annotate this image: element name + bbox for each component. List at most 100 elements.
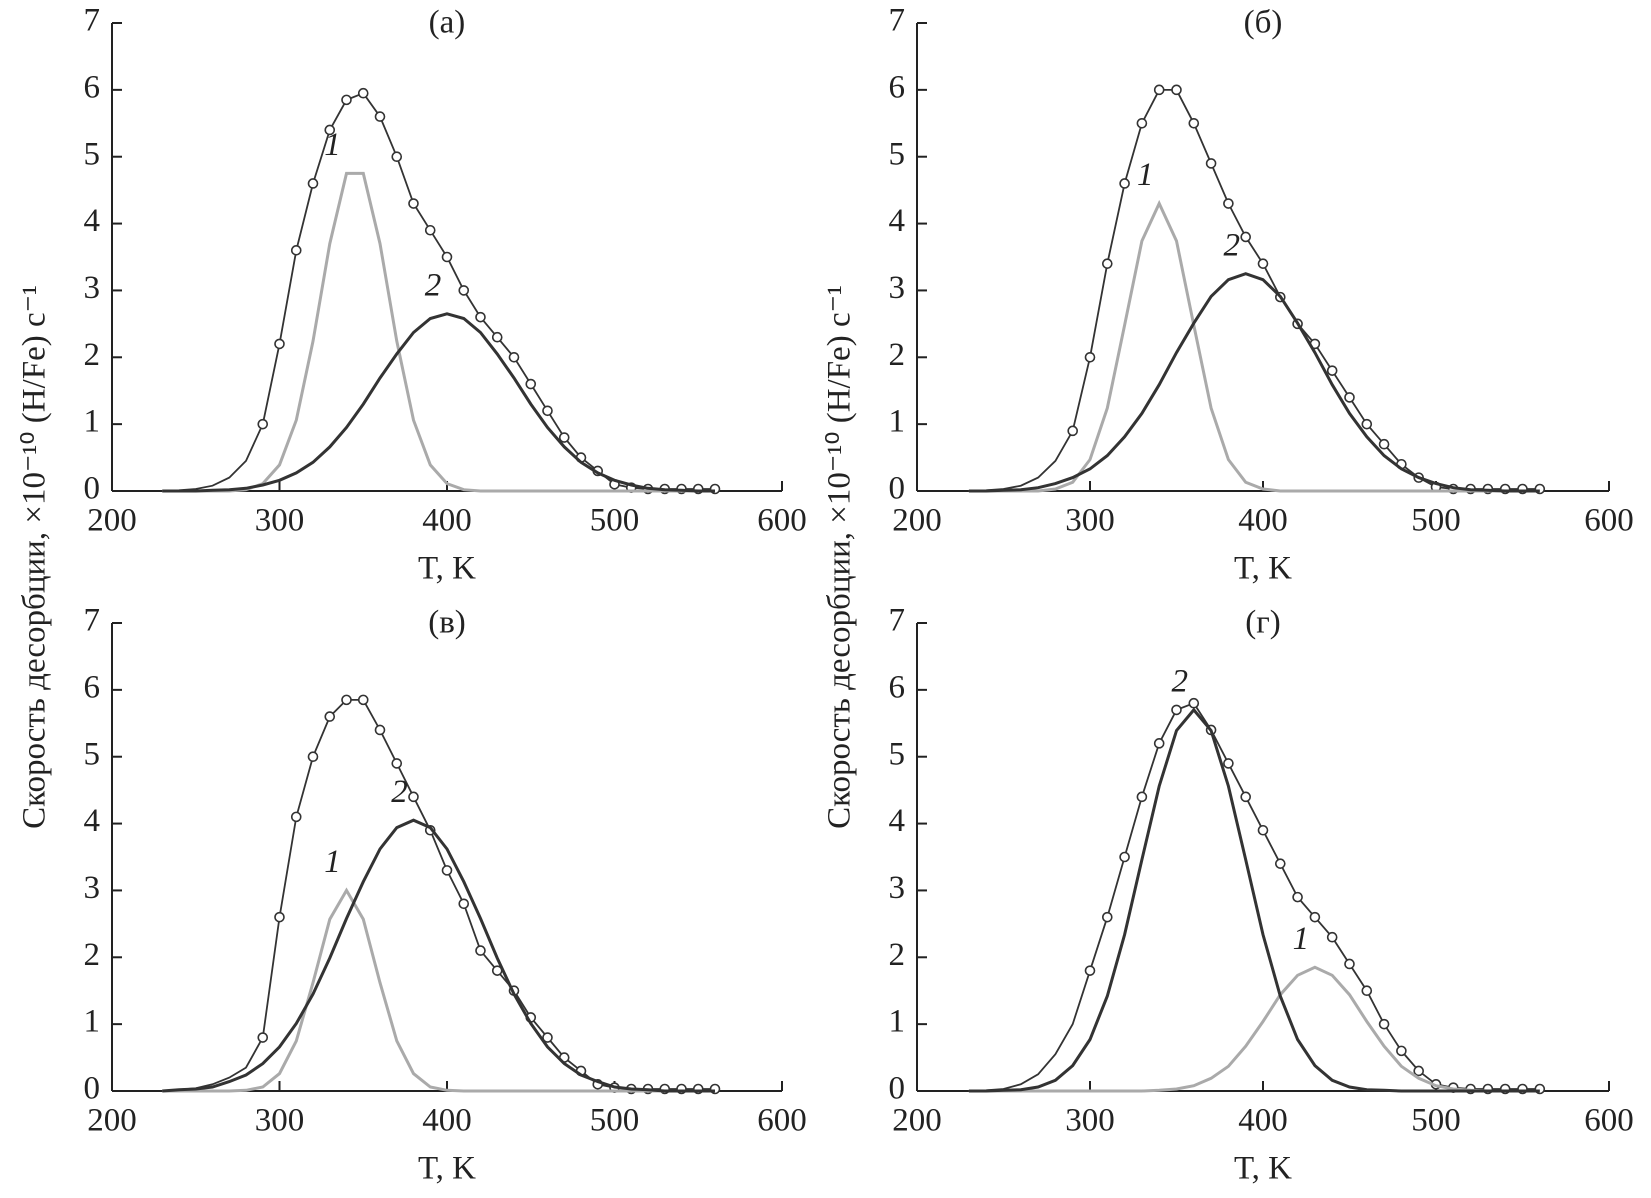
x-tick-label: 300 <box>255 503 305 539</box>
y-tick-label: 6 <box>84 69 101 105</box>
panel: 200 300 400 500 600 0 1 2 3 4 5 6 7 (г) T, K 1 2 <box>889 603 1634 1187</box>
data-point <box>1275 858 1286 869</box>
x-tick-label: 400 <box>1238 1103 1288 1139</box>
data-point <box>1309 911 1321 923</box>
x-tick-label: 300 <box>255 1103 305 1139</box>
data-point <box>424 224 436 236</box>
fit-line <box>162 699 715 1092</box>
data-point <box>391 151 403 163</box>
data-point <box>307 178 319 189</box>
data-point <box>257 1032 269 1043</box>
data-point <box>525 378 537 390</box>
y-tick-label: 5 <box>889 736 906 772</box>
y-axis-label: Скорость десорбции, ×10⁻¹⁰ (H/Fe) с⁻¹ <box>17 285 53 829</box>
component-line <box>162 312 715 493</box>
y-tick-label: 3 <box>889 870 906 906</box>
data-point <box>1378 438 1390 450</box>
data-point <box>1378 1018 1390 1030</box>
panel-title: (в) <box>428 605 466 641</box>
fit-line <box>968 89 1540 492</box>
y-tick-label: 5 <box>84 736 101 772</box>
data-point <box>357 87 369 99</box>
y-tick-label: 5 <box>889 136 906 172</box>
y-tick-label: 3 <box>889 270 906 306</box>
y-tick-label: 1 <box>889 1004 906 1040</box>
data-point <box>1119 178 1130 189</box>
component-line <box>162 171 715 493</box>
data-point <box>341 694 352 706</box>
x-tick-label: 200 <box>87 503 137 539</box>
curve-label: 1 <box>324 844 341 880</box>
y-tick-label: 3 <box>84 870 101 906</box>
data-point <box>324 711 336 722</box>
y-tick-label: 5 <box>84 136 101 172</box>
x-tick-label: 500 <box>590 1103 640 1139</box>
data-point <box>1171 704 1182 716</box>
data-point <box>1361 418 1373 430</box>
y-tick-label: 7 <box>84 3 101 39</box>
panel-title: (г) <box>1245 605 1281 641</box>
y-tick-label: 4 <box>889 803 906 839</box>
data-point <box>1188 117 1200 129</box>
y-tick-label: 7 <box>889 603 906 639</box>
data-point <box>1102 258 1113 269</box>
data-point <box>441 251 453 263</box>
x-tick-label: 500 <box>1411 1103 1461 1139</box>
y-tick-label: 2 <box>889 337 906 373</box>
curve-label: 2 <box>391 774 408 810</box>
x-axis-label: T, K <box>1234 1151 1292 1187</box>
data-point <box>1119 851 1130 863</box>
y-tick-label: 4 <box>84 203 101 239</box>
component-line <box>162 887 715 1093</box>
x-axis-label: T, K <box>418 551 476 587</box>
x-tick-label: 500 <box>590 503 640 539</box>
panel: 200 300 400 500 600 0 1 2 3 4 5 6 7 (в) T, K 1 2 <box>84 603 807 1187</box>
data-point <box>491 331 503 343</box>
data-point <box>408 198 419 209</box>
data-point <box>1136 117 1148 129</box>
y-tick-label: 0 <box>889 1071 906 1107</box>
component-line <box>162 818 715 1093</box>
data-point <box>1188 697 1200 709</box>
data-point <box>290 811 302 823</box>
y-tick-label: 2 <box>889 937 906 973</box>
data-point <box>1326 365 1338 376</box>
data-point <box>1344 958 1355 970</box>
data-point <box>1102 911 1113 923</box>
data-point <box>408 791 419 803</box>
data-point <box>1257 824 1269 836</box>
x-axis-label: T, K <box>418 1151 476 1187</box>
y-tick-label: 3 <box>84 270 101 306</box>
data-point <box>307 751 319 763</box>
y-tick-label: 7 <box>84 603 101 639</box>
data-point <box>458 898 470 910</box>
x-tick-label: 200 <box>892 503 942 539</box>
y-tick-label: 6 <box>889 669 906 705</box>
data-point <box>1240 231 1251 243</box>
data-point <box>1413 1065 1424 1077</box>
data-point <box>475 311 486 323</box>
x-tick-label: 600 <box>757 503 807 539</box>
x-tick-label: 400 <box>422 503 472 539</box>
curve-label: 1 <box>1293 921 1310 957</box>
y-tick-label: 6 <box>84 669 101 705</box>
data-point <box>1153 738 1165 749</box>
x-tick-label: 600 <box>757 1103 807 1139</box>
component-line <box>968 965 1540 1093</box>
data-point <box>1292 891 1303 903</box>
data-point <box>508 351 520 363</box>
curve-label: 2 <box>1172 663 1189 699</box>
panel: 200 300 400 500 600 0 1 2 3 4 5 6 7 (а) T, K Скорость д… <box>17 3 807 829</box>
y-tick-label: 6 <box>889 69 906 105</box>
data-point <box>374 111 386 122</box>
data-point <box>391 758 403 769</box>
data-point <box>1153 84 1165 96</box>
data-point <box>341 94 352 106</box>
data-point <box>475 945 486 956</box>
y-tick-label: 1 <box>889 404 906 440</box>
x-axis-label: T, K <box>1234 551 1292 587</box>
y-tick-label: 0 <box>889 471 906 507</box>
curve-label: 2 <box>425 267 442 303</box>
y-tick-label: 1 <box>84 1004 101 1040</box>
